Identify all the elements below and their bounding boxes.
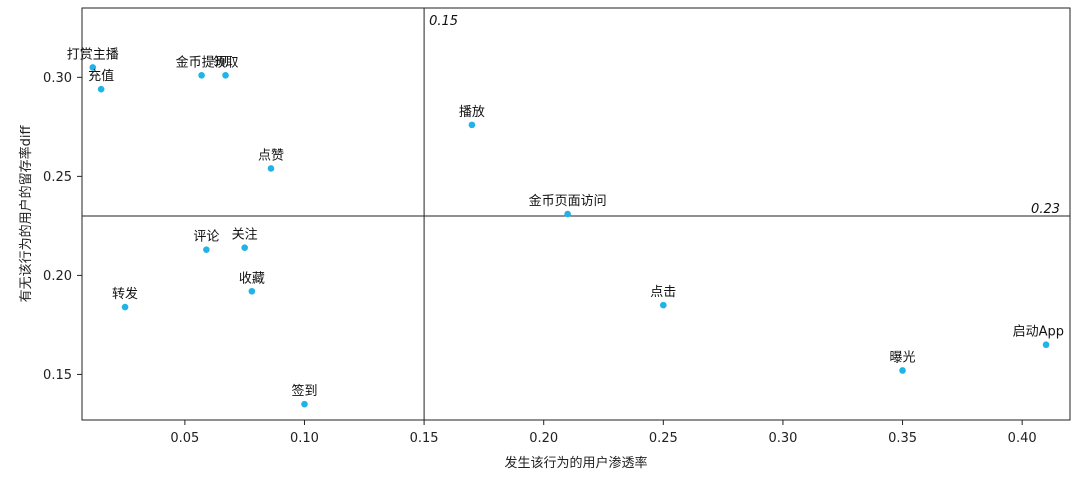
- data-point: [564, 210, 571, 218]
- plot-area: [81, 7, 1071, 421]
- vertical-reference-label: 0.15: [429, 14, 458, 29]
- y-axis-ticks: 0.15 0.20 0.25 0.30: [43, 71, 82, 383]
- point-label: 充值: [88, 68, 114, 84]
- point-label: 评论: [193, 230, 219, 245]
- data-point: [203, 246, 210, 253]
- x-tick-label: 0.30: [768, 431, 797, 446]
- data-point: [1042, 341, 1050, 349]
- data-point: [97, 85, 105, 93]
- data-point: [301, 400, 308, 408]
- y-tick-label: 0.15: [43, 368, 72, 383]
- x-tick-label: 0.35: [888, 431, 917, 446]
- data-point: [660, 301, 667, 309]
- point-label: 播放: [459, 105, 485, 120]
- data-point: [198, 72, 205, 79]
- data-point: [121, 303, 129, 311]
- point-label: 转发: [112, 286, 138, 302]
- y-tick-label: 0.25: [43, 170, 72, 185]
- data-point: [222, 72, 229, 79]
- x-tick-label: 0.20: [529, 431, 558, 446]
- point-label: 点赞: [258, 148, 284, 163]
- point-label: 启动App: [1013, 325, 1064, 340]
- y-tick-label: 0.30: [43, 71, 72, 86]
- x-tick-label: 0.25: [649, 431, 678, 446]
- data-point: [899, 367, 906, 374]
- horizontal-reference-label: 0.23: [1031, 202, 1060, 217]
- data-point: [267, 165, 275, 172]
- point-label: 点击: [650, 285, 676, 300]
- y-axis-title: 有无该行为的用户的留存率diff: [18, 125, 34, 303]
- point-label: 金币提现: [176, 54, 228, 70]
- point-label: 收藏: [239, 271, 265, 286]
- reference-lines: 0.15 0.23: [82, 8, 1070, 420]
- y-tick-label: 0.20: [43, 269, 72, 284]
- data-point: [89, 64, 97, 71]
- x-axis-ticks: 0.05 0.10 0.15 0.20 0.25 0.30 0.35 0.40: [170, 420, 1037, 446]
- point-label: 打赏主播: [67, 47, 119, 62]
- point-label: 关注: [232, 228, 258, 243]
- data-point: [468, 121, 476, 129]
- x-tick-label: 0.40: [1008, 431, 1037, 446]
- x-axis-title: 发生该行为的用户渗透率: [504, 455, 647, 471]
- plot-frame: [81, 7, 1071, 421]
- x-tick-label: 0.15: [410, 431, 439, 446]
- data-point: [241, 244, 248, 251]
- point-label: 签到: [291, 383, 317, 399]
- data-point: [248, 287, 256, 295]
- point-label: 金币页面访问: [529, 193, 607, 209]
- x-tick-label: 0.05: [170, 431, 199, 446]
- point-label: 曝光: [890, 350, 916, 365]
- x-tick-label: 0.10: [290, 431, 319, 446]
- point-label: 领取: [213, 55, 239, 70]
